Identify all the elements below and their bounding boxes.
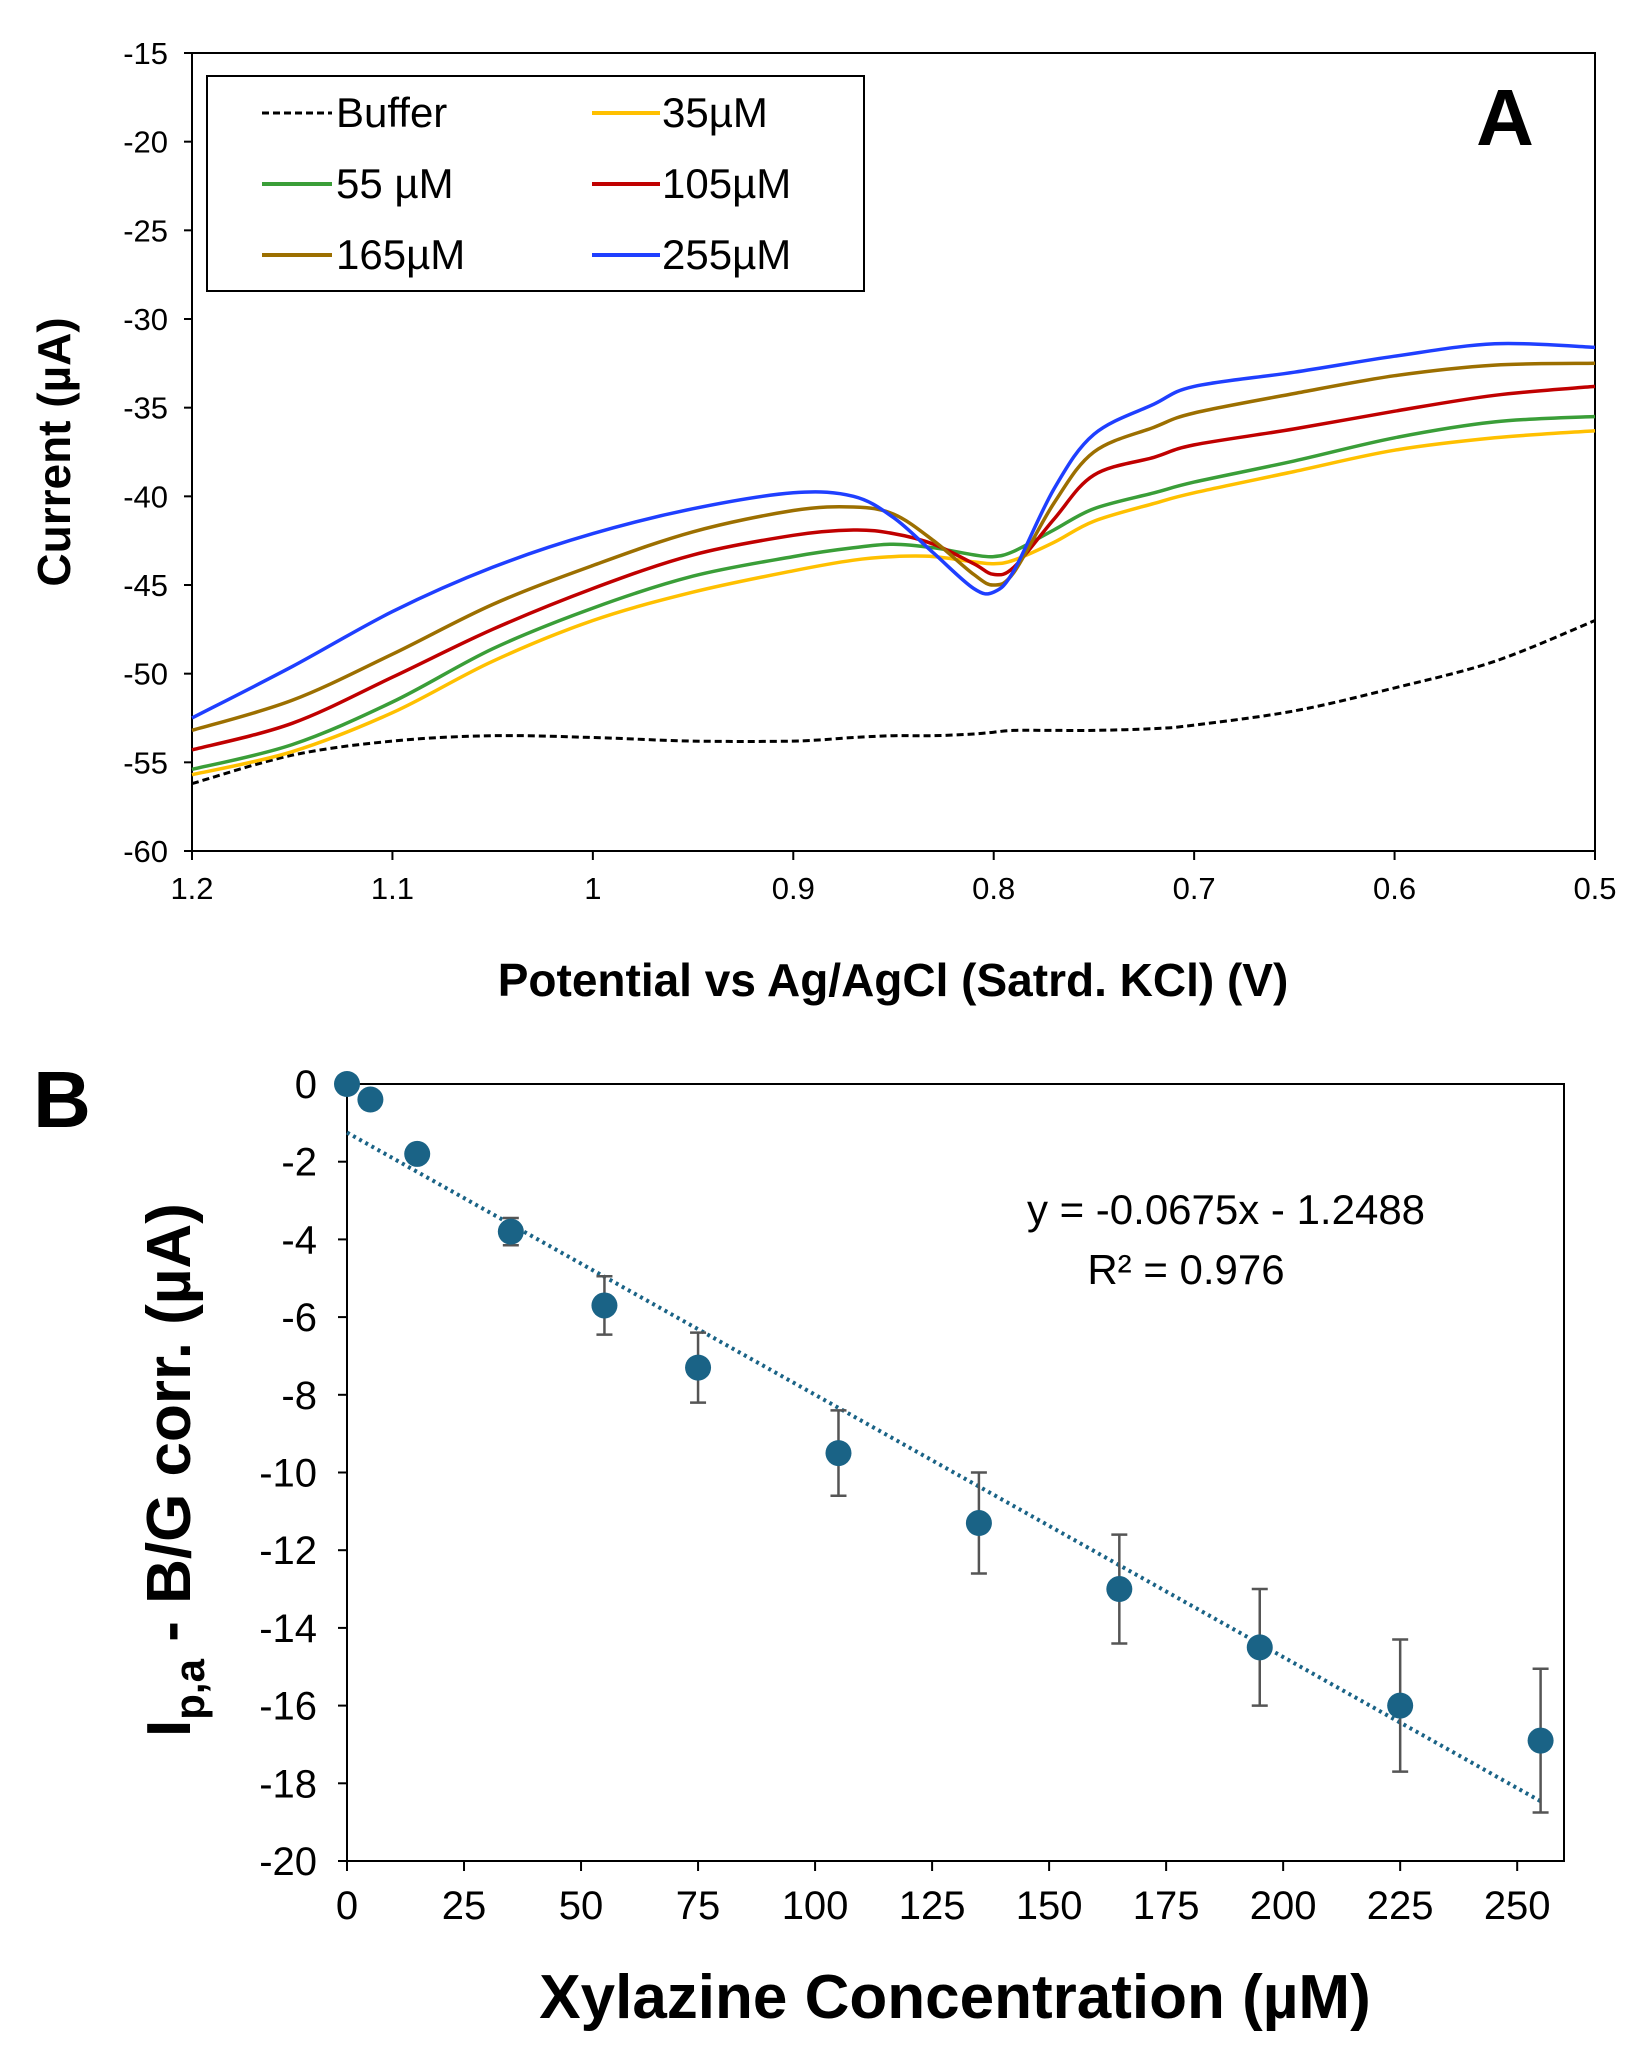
legend-item-105um: 105µM xyxy=(592,160,791,207)
a-y-tick-label: -45 xyxy=(123,568,168,603)
b-y-tick-label: 0 xyxy=(295,1063,317,1107)
b-y-tick-label: -10 xyxy=(259,1452,317,1496)
a-x-tick-label: 0.6 xyxy=(1373,871,1416,906)
b-x-tick-label: 100 xyxy=(782,1884,849,1928)
a-y-tick-label: -25 xyxy=(123,213,168,248)
chart-a-y-axis-ticks: -15 -20 -25 -30 -35 -40 -45 -50 -55 -60 xyxy=(123,36,192,869)
legend-label-165um: 165µM xyxy=(336,231,465,278)
data-point xyxy=(825,1440,852,1467)
a-y-tick-label: -55 xyxy=(123,745,168,780)
chart-b-points xyxy=(334,1071,1554,1814)
series-line-55m xyxy=(191,414,1596,772)
chart-b-x-axis-ticks: 0 25 50 75 100 125 150 175 200 225 250 xyxy=(336,1861,1551,1928)
chart-a-series-lines xyxy=(191,341,1596,786)
chart-a-legend: Buffer 35µM 55 µM 105µM 165µM 255µM xyxy=(206,75,865,292)
b-y-tick-label: -18 xyxy=(259,1762,317,1806)
b-y-tick-label: -20 xyxy=(259,1840,317,1884)
data-point xyxy=(591,1292,618,1319)
legend-label-105um: 105µM xyxy=(662,160,791,207)
chart-a-x-axis-label: Potential vs Ag/AgCl (Satrd. KCl) (V) xyxy=(498,954,1289,1006)
b-x-tick-label: 150 xyxy=(1016,1884,1083,1928)
y-label-i: I xyxy=(135,1720,204,1737)
trendline-equation: y = -0.0675x - 1.2488 xyxy=(1027,1186,1425,1233)
a-x-tick-label: 0.5 xyxy=(1573,871,1616,906)
series-line-105m xyxy=(191,384,1596,752)
chart-b-x-axis-label: Xylazine Concentration (µM) xyxy=(539,1963,1370,2032)
b-x-tick-label: 225 xyxy=(1367,1884,1434,1928)
data-point xyxy=(497,1218,524,1245)
legend-label-55um: 55 µM xyxy=(336,160,454,207)
legend-item-35um: 35µM xyxy=(592,89,768,136)
data-point xyxy=(1527,1727,1554,1754)
data-point xyxy=(965,1510,992,1537)
legend-label-35um: 35µM xyxy=(662,89,768,136)
data-point xyxy=(685,1354,712,1381)
panel-label-b: B xyxy=(33,1055,91,1144)
data-point xyxy=(1387,1692,1414,1719)
b-y-tick-label: -6 xyxy=(281,1296,317,1340)
legend-item-255um: 255µM xyxy=(592,231,791,278)
b-y-tick-label: -14 xyxy=(259,1607,317,1651)
b-y-tick-label: -2 xyxy=(281,1141,317,1185)
a-x-tick-label: 1 xyxy=(584,871,601,906)
a-x-tick-label: 0.8 xyxy=(972,871,1015,906)
b-x-tick-label: 175 xyxy=(1133,1884,1200,1928)
a-y-tick-label: -35 xyxy=(123,391,168,426)
a-y-tick-label: -40 xyxy=(123,479,168,514)
chart-a-x-axis-ticks: 1.2 1.1 1 0.9 0.8 0.7 0.6 0.5 xyxy=(170,851,1617,906)
chart-b-plot-area xyxy=(346,1083,1565,1862)
a-y-tick-label: -60 xyxy=(123,834,168,869)
a-y-tick-label: -15 xyxy=(123,36,168,71)
a-x-tick-label: 0.9 xyxy=(772,871,815,906)
trendline-r-squared: R² = 0.976 xyxy=(1087,1246,1284,1293)
b-x-tick-label: 25 xyxy=(442,1884,487,1928)
a-x-tick-label: 0.7 xyxy=(1173,871,1216,906)
a-x-tick-label: 1.2 xyxy=(170,871,213,906)
b-x-tick-label: 0 xyxy=(336,1884,358,1928)
legend-item-55um: 55 µM xyxy=(262,160,454,207)
b-y-tick-label: -8 xyxy=(281,1374,317,1418)
data-point xyxy=(1246,1634,1273,1661)
legend-label-buffer: Buffer xyxy=(336,89,447,136)
series-line-255m xyxy=(191,341,1596,720)
data-point xyxy=(334,1071,360,1097)
chart-b-y-axis-label: Ip,a - B/G corr. (µA) xyxy=(135,1203,213,1737)
b-x-tick-label: 250 xyxy=(1484,1884,1551,1928)
y-label-subscript: p,a xyxy=(166,1658,213,1719)
b-y-tick-label: -4 xyxy=(281,1218,317,1262)
b-x-tick-label: 75 xyxy=(676,1884,721,1928)
data-point xyxy=(1106,1576,1133,1603)
a-y-tick-label: -30 xyxy=(123,302,168,337)
legend-label-255um: 255µM xyxy=(662,231,791,278)
legend-item-buffer: Buffer xyxy=(262,89,447,136)
panel-label-a: A xyxy=(1476,73,1534,162)
a-x-tick-label: 1.1 xyxy=(371,871,414,906)
chart-b: 0 -2 -4 -6 -8 -10 -12 -14 -16 -18 -20 0 25 50 75 100 12… xyxy=(33,1055,1565,2032)
chart-a: -15 -20 -25 -30 -35 -40 -45 -50 -55 -60 1.2 1.1 1 0.… xyxy=(28,36,1617,1006)
a-y-tick-label: -20 xyxy=(123,125,168,160)
series-line-165m xyxy=(191,361,1596,733)
a-y-tick-label: -50 xyxy=(123,657,168,692)
legend-item-165um: 165µM xyxy=(262,231,465,278)
b-y-tick-label: -12 xyxy=(259,1529,317,1573)
b-x-tick-label: 200 xyxy=(1250,1884,1317,1928)
b-x-tick-label: 50 xyxy=(559,1884,604,1928)
data-point xyxy=(357,1086,384,1113)
b-x-tick-label: 125 xyxy=(899,1884,966,1928)
y-label-rest: - B/G corr. (µA) xyxy=(135,1203,204,1659)
chart-b-y-axis-ticks: 0 -2 -4 -6 -8 -10 -12 -14 -16 -18 -20 xyxy=(259,1063,347,1884)
b-y-tick-label: -16 xyxy=(259,1685,317,1729)
chart-a-y-axis-label: Current (µA) xyxy=(28,317,80,586)
data-point xyxy=(404,1140,431,1167)
